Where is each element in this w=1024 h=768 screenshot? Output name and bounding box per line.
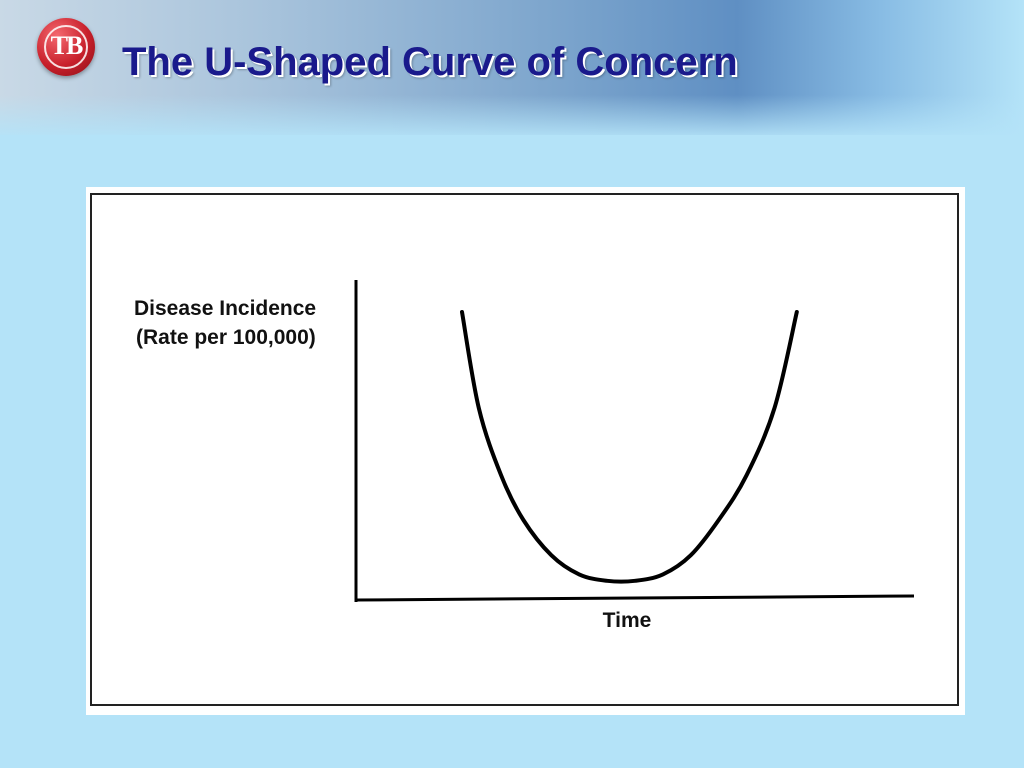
figure-panel: Disease Incidence (Rate per 100,000) Tim… — [86, 187, 965, 715]
y-axis-label-line-1: Disease Incidence — [134, 297, 316, 320]
slide-title: The U-Shaped Curve of Concern — [122, 40, 738, 84]
y-axis-label-line-2: (Rate per 100,000) — [136, 326, 316, 349]
plot-series — [460, 310, 799, 584]
figure-border — [90, 193, 959, 706]
header-banner-fade — [0, 95, 1024, 140]
u-curve-line-0 — [460, 310, 799, 584]
chart: Disease Incidence (Rate per 100,000) Tim… — [90, 193, 959, 706]
x-axis — [355, 594, 915, 602]
x-axis-label: Time — [603, 609, 652, 632]
logo-lettering: TB — [50, 31, 84, 60]
logo-ring — [44, 25, 88, 69]
tb-logo: TB — [37, 18, 95, 76]
